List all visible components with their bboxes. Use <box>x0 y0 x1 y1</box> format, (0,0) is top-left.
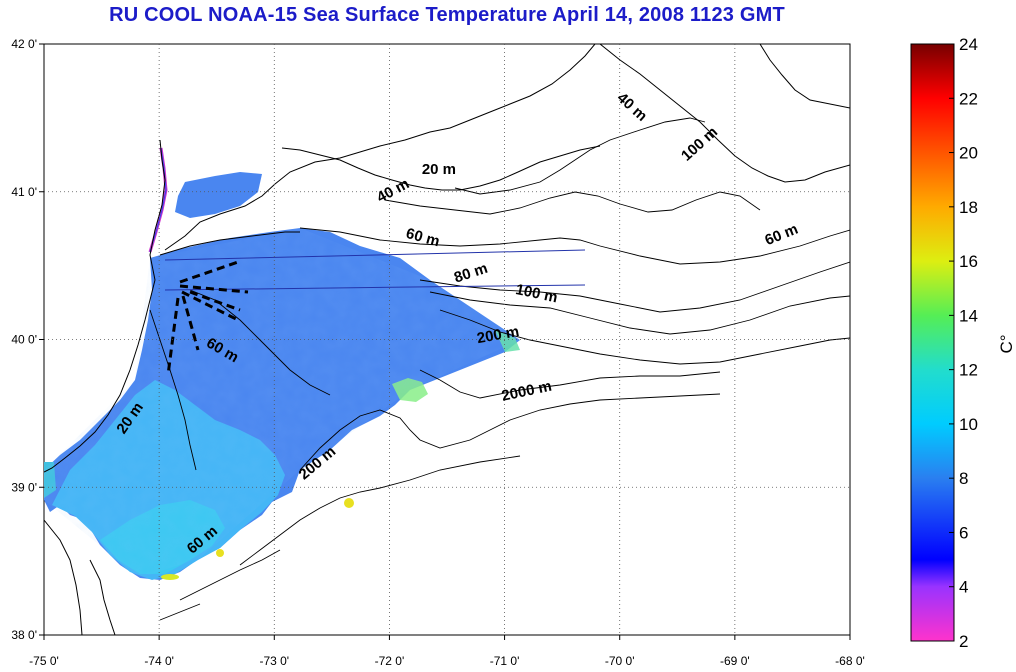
colorbar-tick-label: 6 <box>959 523 968 542</box>
lat-tick-label: 40 0' <box>11 333 37 347</box>
lon-tick-label: -73 0' <box>259 654 289 668</box>
colorbar-tick-label: 16 <box>959 252 978 271</box>
sst-yellow-spot <box>344 498 354 508</box>
sst-field <box>44 172 520 580</box>
lon-tick-label: -72 0' <box>375 654 405 668</box>
colorbar-tick-label: 2 <box>959 632 968 651</box>
colorbar-label: C° <box>997 334 1016 353</box>
colorbar-tick-label: 18 <box>959 198 978 217</box>
lat-tick-label: 41 0' <box>11 185 37 199</box>
lon-tick-label: -74 0' <box>144 654 174 668</box>
coastlines <box>44 44 850 635</box>
glider-tracks <box>166 260 249 376</box>
sst-yellow-spot-3 <box>161 574 179 580</box>
colorbar <box>910 43 955 642</box>
isobaths <box>149 117 850 621</box>
colorbar-tick-label: 10 <box>959 415 978 434</box>
colorbar-tick-label: 20 <box>959 144 978 163</box>
lat-tick-label: 39 0' <box>11 480 37 494</box>
lon-tick-label: -71 0' <box>490 654 520 668</box>
map-title: RU COOL NOAA-15 Sea Surface Temperature … <box>109 4 785 26</box>
lon-tick-label: -69 0' <box>720 654 750 668</box>
sst-yellow-spot-2 <box>216 549 224 557</box>
colorbar-tick-label: 22 <box>959 89 978 108</box>
colorbar-tick-label: 4 <box>959 578 968 597</box>
longitude-ticks: -75 0' -74 0' -73 0' -72 0' -71 0' -70 0' -69 … <box>29 635 865 668</box>
sst-upper-lobe <box>175 172 262 218</box>
contour-label: 20 m <box>422 161 456 178</box>
colorbar-tick-label: 8 <box>959 469 968 488</box>
lat-tick-label: 38 0' <box>11 628 37 642</box>
lon-tick-label: -70 0' <box>605 654 635 668</box>
colorbar-tick-label: 14 <box>959 306 978 325</box>
latitude-ticks: 42 0' 41 0' 40 0' 39 0' 38 0' <box>11 37 44 642</box>
colorbar-tick-label: 24 <box>959 35 978 54</box>
lon-tick-label: -68 0' <box>835 654 865 668</box>
graticule <box>44 44 850 635</box>
lat-tick-label: 42 0' <box>11 37 37 51</box>
colorbar-tick-label: 12 <box>959 361 978 380</box>
lon-tick-label: -75 0' <box>29 654 59 668</box>
transect-lines <box>164 249 586 291</box>
